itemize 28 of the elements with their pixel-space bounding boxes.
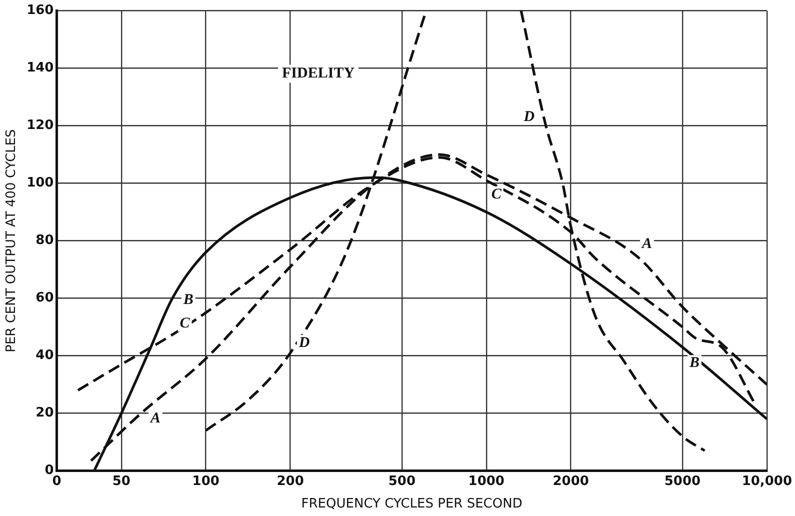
y-tick-label: 140 xyxy=(26,60,54,76)
y-tick-label: 0 xyxy=(44,463,54,478)
series-label: B xyxy=(688,355,700,372)
text: D xyxy=(524,108,535,125)
x-tick-label: 50 xyxy=(112,474,130,489)
y-tick-label: 60 xyxy=(36,290,54,306)
x-tick-label: 100 xyxy=(192,474,220,489)
x-tick-label: 500 xyxy=(388,474,416,489)
text: FIDELITY xyxy=(282,66,355,82)
y-tick-label: 20 xyxy=(36,406,54,421)
series-label: D xyxy=(298,334,310,351)
y-tick-label: 160 xyxy=(26,3,54,18)
y-tick-label: 120 xyxy=(26,118,54,134)
text: A xyxy=(642,236,652,252)
y-tick-label: 100 xyxy=(26,176,54,191)
series-label: A xyxy=(149,410,160,427)
series-label: C xyxy=(180,316,191,332)
text: B xyxy=(183,292,194,308)
x-tick-label: 200 xyxy=(276,474,304,489)
x-axis-title: FREQUENCY CYCLES PER SECOND xyxy=(301,496,522,512)
x-tick-label: 10,000 xyxy=(742,474,792,489)
x-tick-label: 1000 xyxy=(468,474,504,489)
y-tick-label: 80 xyxy=(36,233,54,248)
x-tick-label: 5000 xyxy=(664,474,701,489)
text: C xyxy=(491,186,502,202)
y-axis-title: PER CENT OUTPUT AT 400 CYCLES xyxy=(4,129,20,352)
y-tick-label: 40 xyxy=(36,348,54,364)
x-tick-label: 2000 xyxy=(552,474,589,489)
